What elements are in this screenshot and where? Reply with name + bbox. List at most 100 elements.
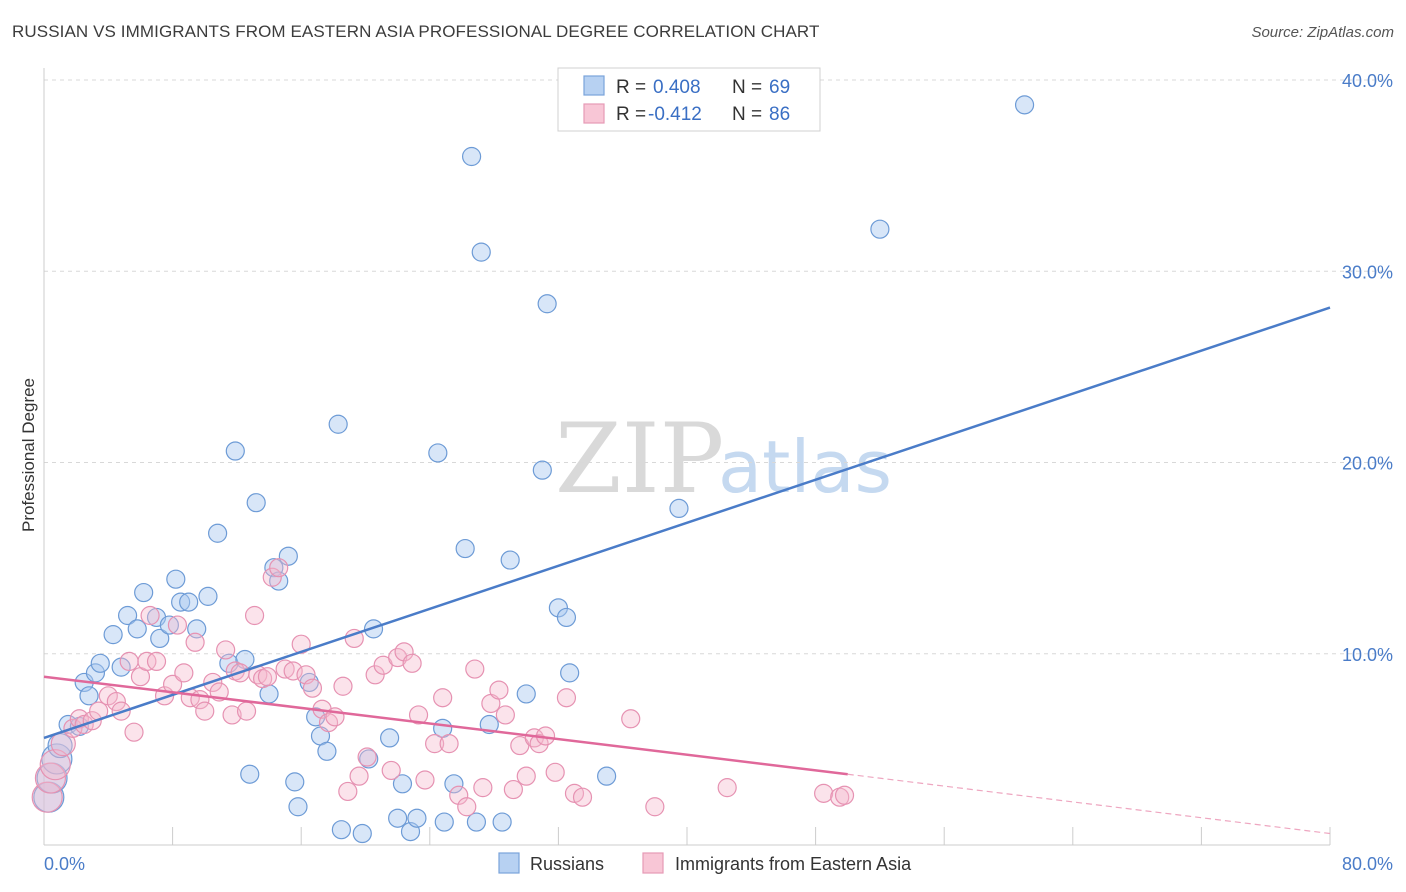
immigrants-point-61 [433, 688, 453, 708]
immigrants-point-62 [439, 734, 459, 754]
immigrants-point-64 [457, 797, 477, 817]
russians-point-40 [331, 820, 351, 840]
immigrants-point-39 [275, 659, 295, 679]
watermark-atlas: atlas [718, 425, 892, 509]
russians-point-56 [471, 242, 491, 262]
x-tick-max: 80.0% [1342, 854, 1393, 874]
russians-point-19 [171, 592, 191, 612]
russians-point-53 [455, 538, 475, 559]
trend-lines [43, 306, 1331, 835]
russians-point-12 [117, 605, 138, 626]
immigrants-point-85 [834, 785, 855, 805]
russians-point-44 [380, 728, 400, 748]
bottom-legend-immigrants: Immigrants from Eastern Asia [675, 854, 912, 874]
immigrants-point-23 [185, 632, 205, 652]
russians-point-48 [407, 808, 427, 828]
immigrants-point-21 [174, 663, 194, 683]
russians-point-58 [492, 812, 512, 832]
immigrants-point-37 [262, 567, 282, 587]
legend-r-label-2: R = [616, 104, 646, 125]
russians-point-14 [134, 582, 154, 603]
russians-point-39 [328, 414, 348, 434]
immigrants-point-82 [717, 778, 737, 798]
data-points [31, 95, 1035, 844]
immigrants-point-20 [167, 615, 188, 635]
immigrants-point-1 [34, 762, 67, 794]
russians-point-9 [90, 653, 110, 673]
stats-legend: R = 0.408 N = 69 R = -0.412 N = 86 [557, 67, 821, 132]
immigrants-point-29 [222, 705, 242, 725]
russians-point-34 [288, 797, 308, 817]
legend-swatch-russians [583, 75, 605, 96]
russians-point-16 [150, 628, 170, 649]
immigrants-point-36 [257, 667, 278, 687]
russians-trend-line [43, 306, 1331, 740]
immigrants-point-33 [244, 605, 265, 626]
watermark-zip: ZIP [555, 403, 724, 515]
russians-point-45 [388, 808, 408, 828]
russians-point-28 [246, 493, 266, 513]
russians-point-69 [1014, 95, 1035, 115]
russians-point-7 [79, 686, 99, 706]
russians-point-62 [537, 294, 557, 314]
immigrants-point-47 [333, 676, 353, 696]
immigrants-point-54 [381, 760, 401, 781]
russians-point-51 [434, 812, 454, 832]
immigrants-trend-extension [847, 773, 1331, 835]
legend-r-value-2: -0.412 [648, 104, 702, 125]
axes [43, 68, 1331, 846]
immigrants-point-0 [31, 781, 63, 813]
immigrants-point-76 [545, 762, 565, 782]
bottom-swatch-russians [498, 852, 520, 874]
russians-point-13 [127, 619, 147, 639]
immigrants-point-56 [394, 642, 414, 662]
immigrants-point-52 [365, 665, 385, 685]
russians-point-18 [166, 569, 186, 589]
immigrants-point-58 [408, 705, 429, 725]
russians-point-54 [461, 146, 482, 167]
immigrants-point-69 [495, 705, 515, 725]
russians-point-38 [317, 741, 337, 761]
immigrants-point-65 [465, 659, 485, 679]
russians-point-23 [208, 523, 228, 543]
immigrants-point-51 [357, 747, 377, 767]
russians-point-10 [103, 625, 123, 645]
russians-point-49 [428, 443, 448, 463]
immigrants-point-66 [473, 778, 493, 798]
russians-point-20 [179, 592, 199, 612]
legend-swatch-immigrants [583, 103, 605, 124]
russians-point-68 [870, 219, 890, 239]
russians-point-22 [198, 586, 218, 606]
legend-n-label-2: N = [732, 104, 762, 125]
immigrants-trend-line [43, 675, 848, 776]
immigrants-point-83 [814, 783, 834, 803]
immigrants-point-2 [39, 749, 71, 781]
russians-point-33 [285, 772, 305, 792]
russians-point-52 [444, 774, 464, 794]
source-label: Source: ZipAtlas.com [1251, 24, 1394, 41]
immigrants-point-68 [489, 680, 509, 700]
immigrants-point-40 [283, 661, 303, 681]
legend-n-value-1: 69 [769, 77, 790, 98]
immigrants-point-48 [338, 781, 358, 802]
immigrants-point-25 [195, 701, 215, 721]
y-tick-label-3: 40.0% [1342, 71, 1393, 91]
immigrants-point-28 [216, 640, 236, 660]
russians-point-41 [352, 823, 372, 844]
russians-point-55 [466, 812, 487, 832]
immigrants-point-79 [572, 787, 593, 807]
russians-point-67 [669, 498, 689, 518]
y-tick-label-2: 30.0% [1342, 262, 1393, 282]
immigrants-point-74 [529, 734, 549, 754]
series-legend: Russians Immigrants from Eastern Asia [498, 852, 912, 874]
immigrants-point-38 [269, 558, 289, 578]
gridlines [44, 79, 1392, 655]
legend-r-value-1: 0.408 [653, 77, 701, 98]
legend-n-label-1: N = [732, 77, 762, 98]
russians-point-17 [159, 615, 179, 635]
russians-point-27 [240, 764, 260, 784]
legend-n-value-2: 86 [769, 104, 790, 125]
legend-r-label-1: R = [616, 77, 646, 98]
russians-point-59 [500, 550, 520, 570]
